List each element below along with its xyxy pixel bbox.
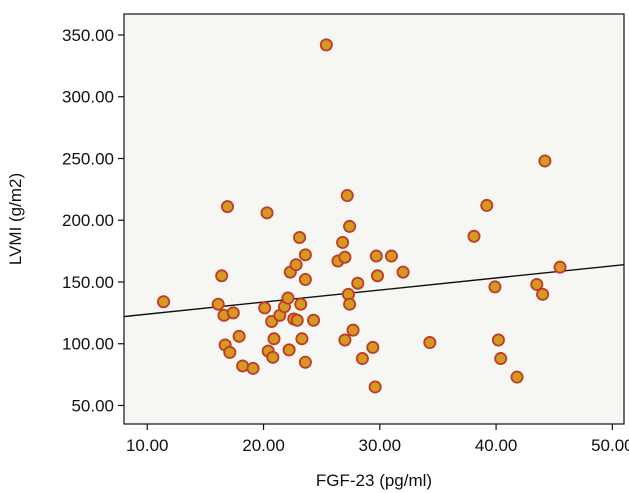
data-point bbox=[220, 200, 234, 214]
data-point bbox=[510, 370, 524, 384]
data-point bbox=[338, 250, 352, 264]
data-point bbox=[294, 297, 308, 311]
x-tick-label: 40.00 bbox=[475, 436, 518, 455]
data-point bbox=[298, 355, 312, 369]
x-axis-title: FGF-23 (pg/ml) bbox=[316, 471, 432, 490]
data-point bbox=[290, 313, 304, 327]
data-point bbox=[298, 273, 312, 287]
x-tick-label: 30.00 bbox=[359, 436, 402, 455]
data-point bbox=[488, 280, 502, 294]
data-point bbox=[295, 332, 309, 346]
fit-line bbox=[123, 263, 625, 318]
data-point bbox=[423, 335, 437, 349]
data-point bbox=[355, 352, 369, 366]
data-point bbox=[232, 329, 246, 343]
data-point bbox=[491, 333, 505, 347]
data-point bbox=[246, 361, 260, 375]
x-tick-label: 50.00 bbox=[591, 436, 629, 455]
data-point bbox=[366, 340, 380, 354]
y-axis: 50.00 100.00 150.00 200.00 250.00 300.00 350.0… bbox=[62, 26, 124, 415]
x-tick-label: 10.00 bbox=[126, 436, 169, 455]
data-point bbox=[494, 352, 508, 366]
data-point bbox=[260, 206, 274, 220]
data-point bbox=[319, 38, 333, 52]
data-point bbox=[396, 265, 410, 279]
data-point bbox=[336, 235, 350, 249]
data-point bbox=[346, 323, 360, 337]
data-point bbox=[343, 219, 357, 233]
data-point bbox=[467, 229, 481, 243]
y-tick-label: 50.00 bbox=[71, 396, 114, 415]
data-point bbox=[536, 287, 550, 301]
data-point bbox=[211, 297, 225, 311]
data-point bbox=[298, 248, 312, 262]
data-point bbox=[267, 332, 281, 346]
data-point bbox=[293, 231, 307, 245]
data-point bbox=[307, 313, 321, 327]
data-point bbox=[226, 306, 240, 320]
y-tick-label: 250.00 bbox=[62, 149, 114, 168]
y-tick-label: 150.00 bbox=[62, 273, 114, 292]
data-point bbox=[338, 333, 352, 347]
data-point bbox=[340, 189, 354, 203]
data-points bbox=[157, 38, 567, 394]
data-point bbox=[384, 249, 398, 263]
y-tick-label: 200.00 bbox=[62, 211, 114, 230]
data-point bbox=[215, 269, 229, 283]
plot-area bbox=[123, 13, 625, 425]
data-point bbox=[368, 380, 382, 394]
data-point bbox=[538, 154, 552, 168]
data-point bbox=[223, 345, 237, 359]
data-point bbox=[553, 260, 567, 274]
data-point bbox=[343, 297, 357, 311]
data-point bbox=[236, 359, 250, 373]
data-point bbox=[258, 301, 272, 315]
x-axis: 10.00 20.00 30.00 40.00 50.00 bbox=[126, 424, 629, 455]
data-point bbox=[266, 350, 280, 364]
y-tick-label: 300.00 bbox=[62, 88, 114, 107]
data-point bbox=[282, 343, 296, 357]
data-point bbox=[351, 276, 365, 290]
data-point bbox=[369, 249, 383, 263]
x-tick-label: 20.00 bbox=[242, 436, 285, 455]
data-point bbox=[480, 198, 494, 212]
data-point bbox=[370, 269, 384, 283]
data-point bbox=[157, 295, 171, 309]
y-axis-title: LVMI (g/m2) bbox=[6, 173, 25, 265]
y-tick-label: 100.00 bbox=[62, 335, 114, 354]
data-point bbox=[281, 291, 295, 305]
data-point bbox=[530, 277, 544, 291]
y-tick-label: 350.00 bbox=[62, 26, 114, 45]
data-point bbox=[289, 258, 303, 272]
